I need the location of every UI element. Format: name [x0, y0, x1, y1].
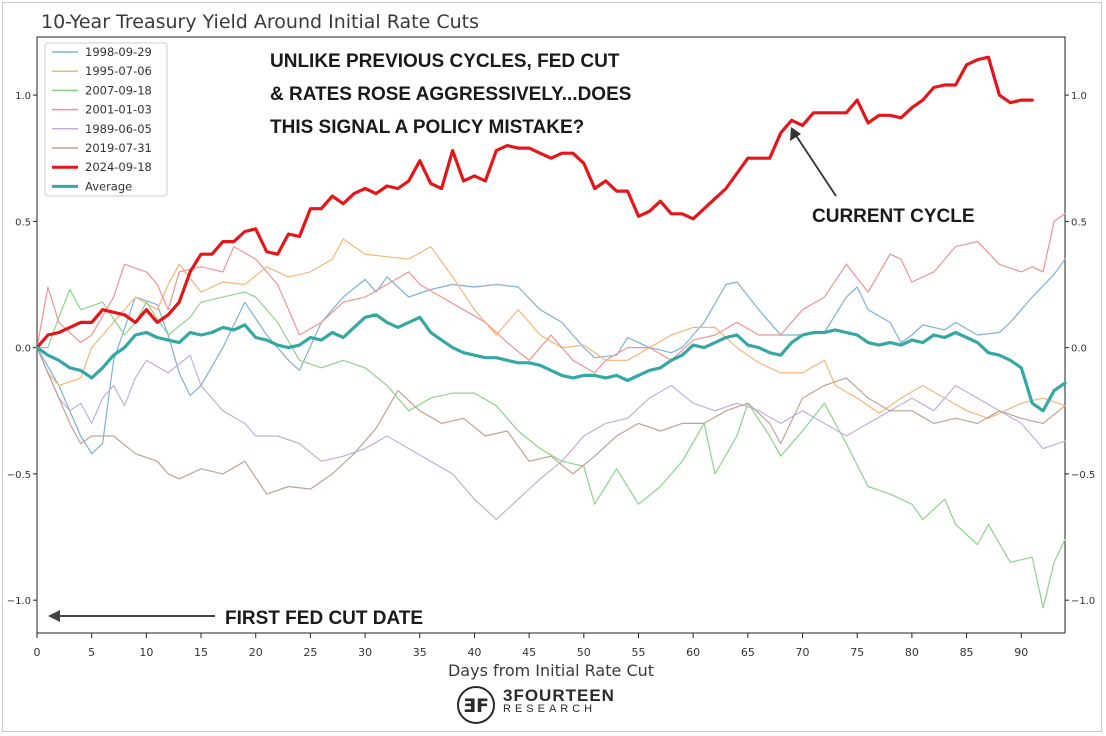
- legend-label: 1989-06-05: [85, 122, 152, 136]
- x-tick-label: 15: [194, 646, 208, 659]
- series-line-2024-09-18: [35, 55, 1034, 350]
- x-tick-label: 45: [522, 646, 536, 659]
- x-tick-label: 0: [34, 646, 41, 659]
- series-line-2001-01-03: [36, 213, 1066, 374]
- legend-label: 2001-01-03: [85, 103, 152, 117]
- current-cycle-arrowhead: [790, 127, 801, 141]
- y-tick-label-right: 0.5: [1071, 217, 1087, 228]
- legend-label: 2024-09-18: [85, 160, 152, 174]
- series-line-average: [35, 313, 1067, 413]
- x-tick-label: 55: [631, 646, 645, 659]
- y-tick-label-right: 0.0: [1071, 344, 1087, 355]
- x-tick-label: 30: [358, 646, 372, 659]
- y-tick-label-left: 0.0: [15, 344, 31, 355]
- first-cut-annotation: FIRST FED CUT DATE: [225, 608, 423, 629]
- legend-label: 1995-07-06: [85, 64, 152, 78]
- y-tick-label-right: −0.5: [1071, 470, 1095, 481]
- svg-text:ƎF: ƎF: [463, 695, 489, 717]
- series-line-1998-09-29: [36, 258, 1066, 455]
- series-layer: [35, 55, 1067, 609]
- x-tick-label: 75: [850, 646, 864, 659]
- y-axis-left: −1.0 −0.5 0.0 0.5 1.0: [7, 91, 37, 607]
- x-tick-label: 20: [249, 646, 263, 659]
- legend-label: 1998-09-29: [85, 45, 152, 59]
- x-tick-label: 80: [905, 646, 919, 659]
- brand-name: 3FOURTEEN: [503, 686, 615, 705]
- x-tick-label: 40: [467, 646, 481, 659]
- legend-label: 2007-09-18: [85, 83, 152, 97]
- x-tick-label: 5: [88, 646, 95, 659]
- x-tick-label: 65: [741, 646, 755, 659]
- legend-label: 2019-07-31: [85, 141, 152, 155]
- y-tick-label-right: 1.0: [1071, 91, 1087, 102]
- current-cycle-annotation: CURRENT CYCLE: [812, 206, 975, 227]
- y-tick-label-left: −1.0: [7, 596, 31, 607]
- headline-annotation-line-2: & RATES ROSE AGGRESSIVELY...DOES: [270, 84, 631, 105]
- x-tick-label: 70: [796, 646, 810, 659]
- x-tick-label: 35: [413, 646, 427, 659]
- y-tick-label-left: 1.0: [15, 91, 31, 102]
- x-tick-label: 90: [1014, 646, 1028, 659]
- x-tick-label: 85: [960, 646, 974, 659]
- brand-logo: ƎF 3FOURTEEN RESEARCH: [455, 684, 625, 728]
- x-tick-label: 60: [686, 646, 700, 659]
- x-axis: 0 5 10 15 20 25 30 35 40 45 50 55 60 65 70 75 80 85 90: [34, 633, 1028, 659]
- x-tick-label: 25: [303, 646, 317, 659]
- series-line-1995-07-06: [36, 238, 1066, 419]
- plot-area: [36, 36, 1066, 634]
- headline-annotation-line-1: UNLIKE PREVIOUS CYCLES, FED CUT: [270, 51, 620, 72]
- first-cut-arrowhead: [48, 610, 60, 622]
- headline-annotation-line-3: THIS SIGNAL A POLICY MISTAKE?: [270, 117, 584, 138]
- x-tick-label: 50: [577, 646, 591, 659]
- logo-mark-icon: ƎF: [457, 686, 495, 724]
- series-line-2007-09-18: [36, 288, 1066, 609]
- y-axis-right: −1.0 −0.5 0.0 0.5 1.0: [1065, 91, 1095, 607]
- legend-box: [44, 42, 168, 197]
- x-tick-label: 10: [139, 646, 153, 659]
- chart-title: 10-Year Treasury Yield Around Initial Ra…: [41, 11, 479, 33]
- series-line-1989-06-05: [36, 347, 1066, 520]
- current-cycle-arrow: [794, 133, 837, 197]
- legend-label: Average: [85, 179, 132, 193]
- x-axis-label: Days from Initial Rate Cut: [448, 661, 654, 680]
- y-tick-label-left: 0.5: [15, 217, 31, 228]
- series-line-2019-07-31: [36, 347, 1066, 495]
- brand-subtitle: RESEARCH: [503, 703, 597, 715]
- y-tick-label-right: −1.0: [1071, 596, 1095, 607]
- y-tick-label-left: −0.5: [7, 470, 31, 481]
- legend: 1998-09-29 1995-07-06 2007-09-18 2001-01-03…: [44, 42, 168, 197]
